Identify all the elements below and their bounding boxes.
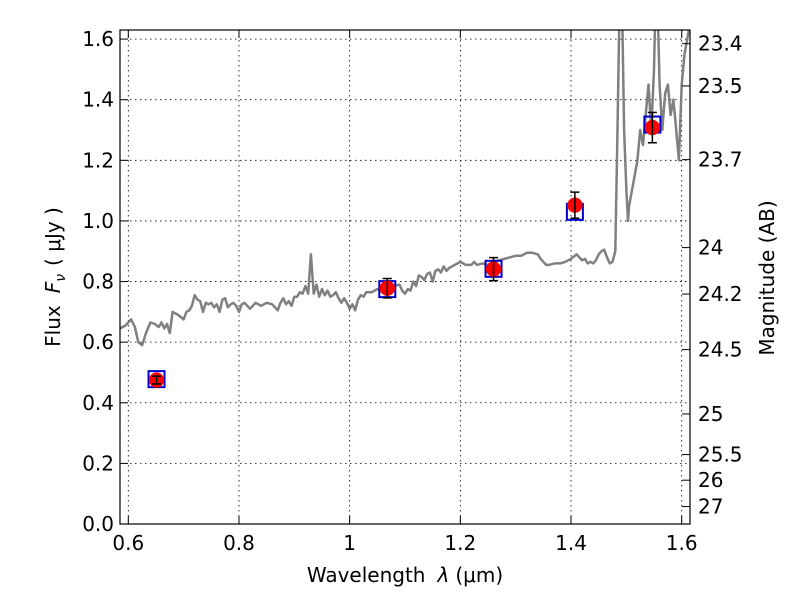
y-tick-label: 0.0	[82, 512, 114, 536]
grid-lines	[120, 30, 690, 525]
y-tick-label: 0.8	[82, 270, 114, 294]
y2-tick-label: 23.4	[698, 32, 743, 56]
y-tick-label: 0.2	[82, 451, 114, 475]
axis-ticks: 0.6 0.8 1 1.2 1.4 1.6 0.0 0.2 0.4 0.6 0.8 1.0 1.2 1.4…	[82, 27, 742, 555]
x-tick-label: 1.6	[666, 531, 698, 555]
y2-tick-label: 27	[698, 495, 723, 519]
y-tick-label: 0.6	[82, 330, 114, 354]
y2-tick-label: 26	[698, 468, 723, 492]
plot-frame	[119, 29, 691, 525]
x-tick-label: 0.6	[112, 531, 144, 555]
x-tick-label: 1.4	[555, 531, 587, 555]
y2-tick-label: 24.2	[698, 282, 743, 306]
y-tick-label: 1.0	[82, 209, 114, 233]
y2-tick-label: 23.7	[698, 148, 743, 172]
y-tick-label: 0.4	[82, 391, 114, 415]
y-axis-label: FluxFν( μJy )	[41, 207, 69, 347]
x-axis-label: Wavelength λ (μm)	[307, 563, 503, 587]
y-tick-label: 1.2	[82, 148, 114, 172]
observed-photometry-points	[148, 111, 661, 388]
x-tick-label: 1.2	[444, 531, 476, 555]
y2-tick-label: 25.5	[698, 443, 743, 467]
y2-tick-label: 25	[698, 402, 723, 426]
x-tick-label: 1	[343, 531, 356, 555]
x-tick-label: 0.8	[223, 531, 255, 555]
y2-tick-label: 24.5	[698, 338, 743, 362]
y2-axis-label: Magnitude (AB)	[755, 200, 779, 355]
y2-tick-label: 24	[698, 236, 723, 260]
model-spectrum-line	[120, 30, 690, 347]
y-tick-label: 1.6	[82, 27, 114, 51]
y2-tick-label: 23.5	[698, 74, 743, 98]
model-photometry-squares	[147, 115, 662, 389]
y-tick-label: 1.4	[82, 88, 114, 112]
